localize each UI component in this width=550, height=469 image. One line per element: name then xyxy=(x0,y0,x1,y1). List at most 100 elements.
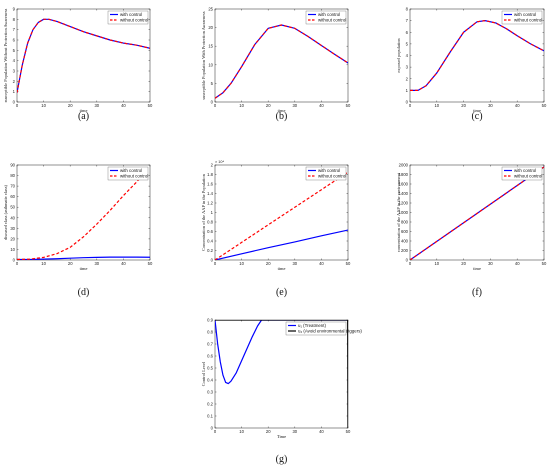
series-line-b-1 xyxy=(215,24,348,99)
y-tick-label: 70 xyxy=(10,184,15,189)
legend-entry: with control xyxy=(120,168,142,173)
x-tick-label: 20 xyxy=(68,103,73,108)
legend-entry: u₁ (Treatment) xyxy=(298,323,326,328)
y-tick-label: 7 xyxy=(13,27,16,32)
y-tick-label: 2 xyxy=(406,76,409,81)
x-axis-label: time xyxy=(80,108,88,113)
plot-frame-a xyxy=(16,8,151,103)
x-tick-label: 10 xyxy=(41,103,46,108)
y-axis-label: susceptible Population Without Protectio… xyxy=(3,8,8,102)
y-tick-label: 2000 xyxy=(399,163,409,168)
y-tick-label: 0 xyxy=(406,258,409,263)
y-tick-label: 1.2 xyxy=(207,201,213,206)
y-tick-label: 200 xyxy=(401,248,409,253)
y-tick-label: 80 xyxy=(10,173,15,178)
y-tick-label: 2 xyxy=(211,163,214,168)
y-tick-label: 10 xyxy=(10,247,15,252)
y-tick-label: 1.8 xyxy=(207,172,213,177)
panel-caption-f: (f) xyxy=(472,287,482,298)
x-axis-label: time xyxy=(473,266,481,271)
y-tick-label: 3 xyxy=(406,65,409,70)
chart-f: 0 10 20 30 40 5002004006008001000120014001600… xyxy=(396,163,547,299)
y-tick-label: 0 xyxy=(13,258,16,263)
legend-entry: without control xyxy=(120,173,148,178)
y-axis-label: susceptible Population With Protection A… xyxy=(201,11,206,99)
y-tick-label: 0.8 xyxy=(207,330,213,335)
y-multiplier-label: × 10⁴ xyxy=(215,160,224,164)
y-tick-label: 40 xyxy=(10,215,15,220)
x-tick-label: 30 xyxy=(94,103,99,108)
x-tick-label: 20 xyxy=(266,429,271,434)
legend-entry: with control xyxy=(514,12,536,17)
x-tick-label: 30 xyxy=(292,261,297,266)
x-axis-label: time xyxy=(473,108,481,113)
y-tick-label: 0.6 xyxy=(207,229,213,234)
y-tick-label: 1.4 xyxy=(207,191,213,196)
y-tick-label: 0 xyxy=(211,258,214,263)
x-tick-label: 0 xyxy=(214,429,217,434)
y-tick-label: 0.3 xyxy=(207,390,213,395)
x-axis-label: time xyxy=(278,108,286,113)
y-tick-label: 9 xyxy=(13,7,16,12)
panel-caption-c: (c) xyxy=(471,111,482,122)
y-tick-label: 1400 xyxy=(399,191,409,196)
y-tick-label: 5 xyxy=(406,41,409,46)
x-tick-label: 10 xyxy=(239,261,244,266)
y-tick-label: 0.7 xyxy=(207,342,213,347)
plot-frame-b xyxy=(214,8,349,103)
x-tick-label: 30 xyxy=(94,261,99,266)
y-tick-label: 0.8 xyxy=(207,220,213,225)
y-tick-label: 1200 xyxy=(399,201,409,206)
x-tick-label: 40 xyxy=(121,103,126,108)
x-tick-label: 30 xyxy=(488,103,493,108)
plot-frame-g xyxy=(214,319,349,429)
y-tick-label: 0.4 xyxy=(207,378,213,383)
legend-entry: without control xyxy=(318,17,346,22)
y-tick-label: 90 xyxy=(10,163,15,168)
y-tick-label: 15 xyxy=(208,44,213,49)
y-tick-label: 1600 xyxy=(399,182,409,187)
x-tick-label: 0 xyxy=(214,103,217,108)
x-tick-label: 50 xyxy=(148,103,153,108)
chart-d: 0 10 20 30 40 500102030405060708090timediseas… xyxy=(3,163,153,299)
x-tick-label: 40 xyxy=(515,261,520,266)
x-tick-label: 10 xyxy=(434,261,439,266)
y-tick-label: 6 xyxy=(13,38,16,43)
legend-entry: with control xyxy=(514,168,536,173)
y-tick-label: 1 xyxy=(406,88,409,93)
plot-frame-e xyxy=(214,164,349,261)
y-tick-label: 1000 xyxy=(399,210,409,215)
x-tick-label: 50 xyxy=(148,261,153,266)
y-tick-label: 10 xyxy=(208,62,213,67)
y-axis-label: diseased class (asthmatic class) xyxy=(3,184,8,240)
x-tick-label: 40 xyxy=(515,103,520,108)
y-tick-label: 1800 xyxy=(399,172,409,177)
y-tick-label: 5 xyxy=(211,81,214,86)
x-tick-label: 10 xyxy=(239,103,244,108)
y-tick-label: 1.6 xyxy=(207,182,213,187)
x-tick-label: 10 xyxy=(239,429,244,434)
legend-entry: without control xyxy=(318,173,346,178)
x-tick-label: 0 xyxy=(16,261,19,266)
x-tick-label: 50 xyxy=(346,103,351,108)
y-tick-label: 0.1 xyxy=(207,414,213,419)
legend-entry: without control xyxy=(120,17,148,22)
series-line-e-1 xyxy=(215,171,348,260)
y-tick-label: 30 xyxy=(10,226,15,231)
legend-entry: with control xyxy=(318,12,340,17)
x-tick-label: 50 xyxy=(346,261,351,266)
y-tick-label: 6 xyxy=(406,30,409,35)
y-tick-label: 20 xyxy=(10,236,15,241)
series-line-g-1 xyxy=(215,320,348,428)
y-tick-label: 60 xyxy=(10,194,15,199)
plot-frame-c xyxy=(409,8,545,103)
y-tick-label: 0 xyxy=(211,100,214,105)
series-line-c-1 xyxy=(410,20,544,91)
panel-caption-g: (g) xyxy=(276,454,288,465)
x-tick-label: 20 xyxy=(461,103,466,108)
series-line-d-1 xyxy=(17,175,143,260)
y-tick-label: 600 xyxy=(401,229,409,234)
